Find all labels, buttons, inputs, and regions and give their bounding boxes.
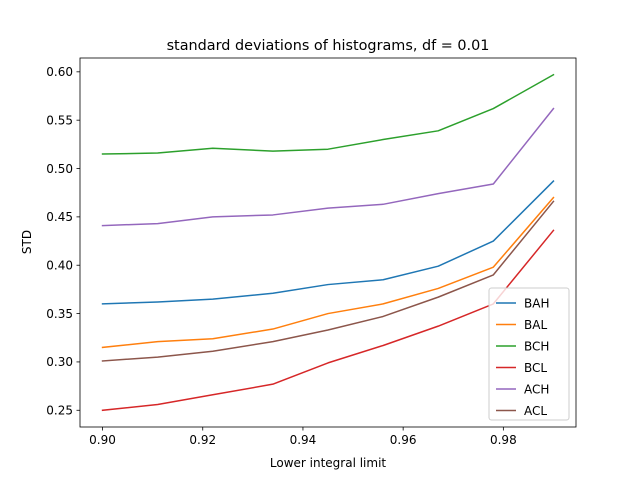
legend-label-acl: ACL <box>524 404 547 418</box>
legend-label-bch: BCH <box>524 339 549 353</box>
y-tick-label: 0.45 <box>46 210 73 224</box>
y-tick-label: 0.60 <box>46 65 73 79</box>
y-tick-label: 0.25 <box>46 404 73 418</box>
x-tick-label: 0.98 <box>490 433 517 447</box>
x-tick-label: 0.90 <box>89 433 116 447</box>
legend-label-ach: ACH <box>524 382 549 396</box>
y-tick-label: 0.55 <box>46 113 73 127</box>
y-tick-label: 0.35 <box>46 307 73 321</box>
x-tick-label: 0.92 <box>189 433 216 447</box>
x-tick-label: 0.94 <box>290 433 317 447</box>
x-tick-label: 0.96 <box>390 433 417 447</box>
y-tick-label: 0.40 <box>46 259 73 273</box>
y-axis-label: STD <box>20 230 34 254</box>
legend-label-bal: BAL <box>524 318 547 332</box>
legend-label-bah: BAH <box>524 296 549 310</box>
y-tick-label: 0.30 <box>46 355 73 369</box>
legend: BAH BAL BCH BCL ACH ACL <box>489 288 569 420</box>
y-tick-label: 0.50 <box>46 162 73 176</box>
chart-title: standard deviations of histograms, df = … <box>167 38 490 54</box>
legend-label-bcl: BCL <box>524 361 547 375</box>
x-axis-label: Lower integral limit <box>270 456 387 470</box>
